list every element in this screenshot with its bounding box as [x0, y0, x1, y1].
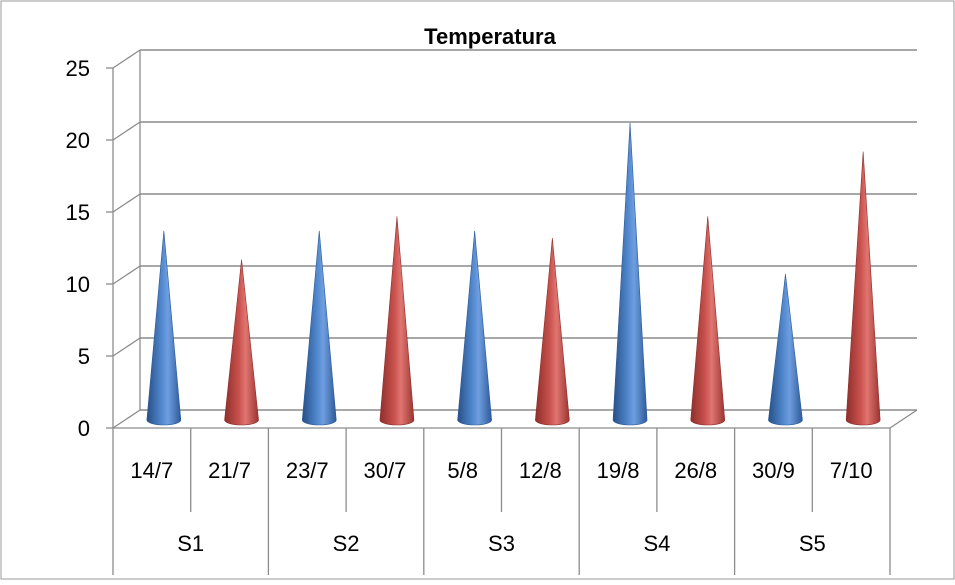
gridline-diagonal	[112, 409, 141, 429]
y-tick-label: 15	[66, 200, 90, 225]
cone-body	[224, 259, 259, 426]
x-tick-label: 14/7	[130, 458, 173, 483]
y-tick-label: 25	[66, 56, 90, 81]
cone-body	[845, 151, 881, 426]
cone-body	[379, 216, 415, 426]
data-cones	[146, 122, 881, 426]
cone-bar	[301, 230, 337, 426]
chart-title: Temperatura	[424, 24, 556, 49]
group-label: S2	[333, 531, 360, 556]
x-tick-label: 30/9	[752, 458, 795, 483]
group-label: S4	[643, 531, 670, 556]
category-axis-labels: 14/7 21/7 23/7 30/7 5/8 12/8 19/8 26/8 30/9 7/10 S…	[112, 427, 891, 575]
x-tick-label: 26/8	[674, 458, 717, 483]
cone-bar	[379, 216, 415, 426]
axes: 0 5 10 15 20 25	[66, 50, 141, 441]
y-tick-label: 0	[78, 416, 90, 441]
cone-bar	[457, 230, 492, 426]
x-tick-label: 23/7	[286, 458, 329, 483]
cone-body	[457, 230, 492, 426]
cone-body	[768, 273, 803, 426]
cone-body	[146, 230, 182, 426]
cone-bar	[690, 216, 726, 426]
cone-bar	[768, 273, 803, 426]
x-tick-label: 30/7	[364, 458, 407, 483]
cone-body	[301, 230, 337, 426]
x-tick-label: 7/10	[830, 458, 873, 483]
gridline-diagonal	[112, 337, 141, 357]
y-tick-label: 20	[66, 128, 90, 153]
cone-body	[535, 237, 570, 426]
group-label: S1	[177, 531, 204, 556]
x-tick-label: 12/8	[519, 458, 562, 483]
cone-bar	[845, 151, 881, 426]
x-tick-label: 21/7	[208, 458, 251, 483]
gridline-diagonal	[112, 121, 141, 141]
y-tick-label: 10	[66, 272, 90, 297]
group-label: S5	[799, 531, 826, 556]
gridline-diagonal	[112, 49, 141, 69]
x-tick-label: 5/8	[447, 458, 478, 483]
cone-body	[690, 216, 726, 426]
group-label: S3	[488, 531, 515, 556]
cone-bar	[146, 230, 182, 426]
gridline-diagonal	[112, 193, 141, 213]
cone-bar	[535, 237, 570, 426]
cone-bar	[612, 122, 648, 426]
x-tick-label: 19/8	[597, 458, 640, 483]
y-tick-label: 5	[78, 344, 90, 369]
cone-bar	[224, 259, 259, 426]
cone-body	[612, 122, 648, 426]
floor-edge	[889, 409, 918, 429]
gridline-diagonal	[112, 265, 141, 285]
